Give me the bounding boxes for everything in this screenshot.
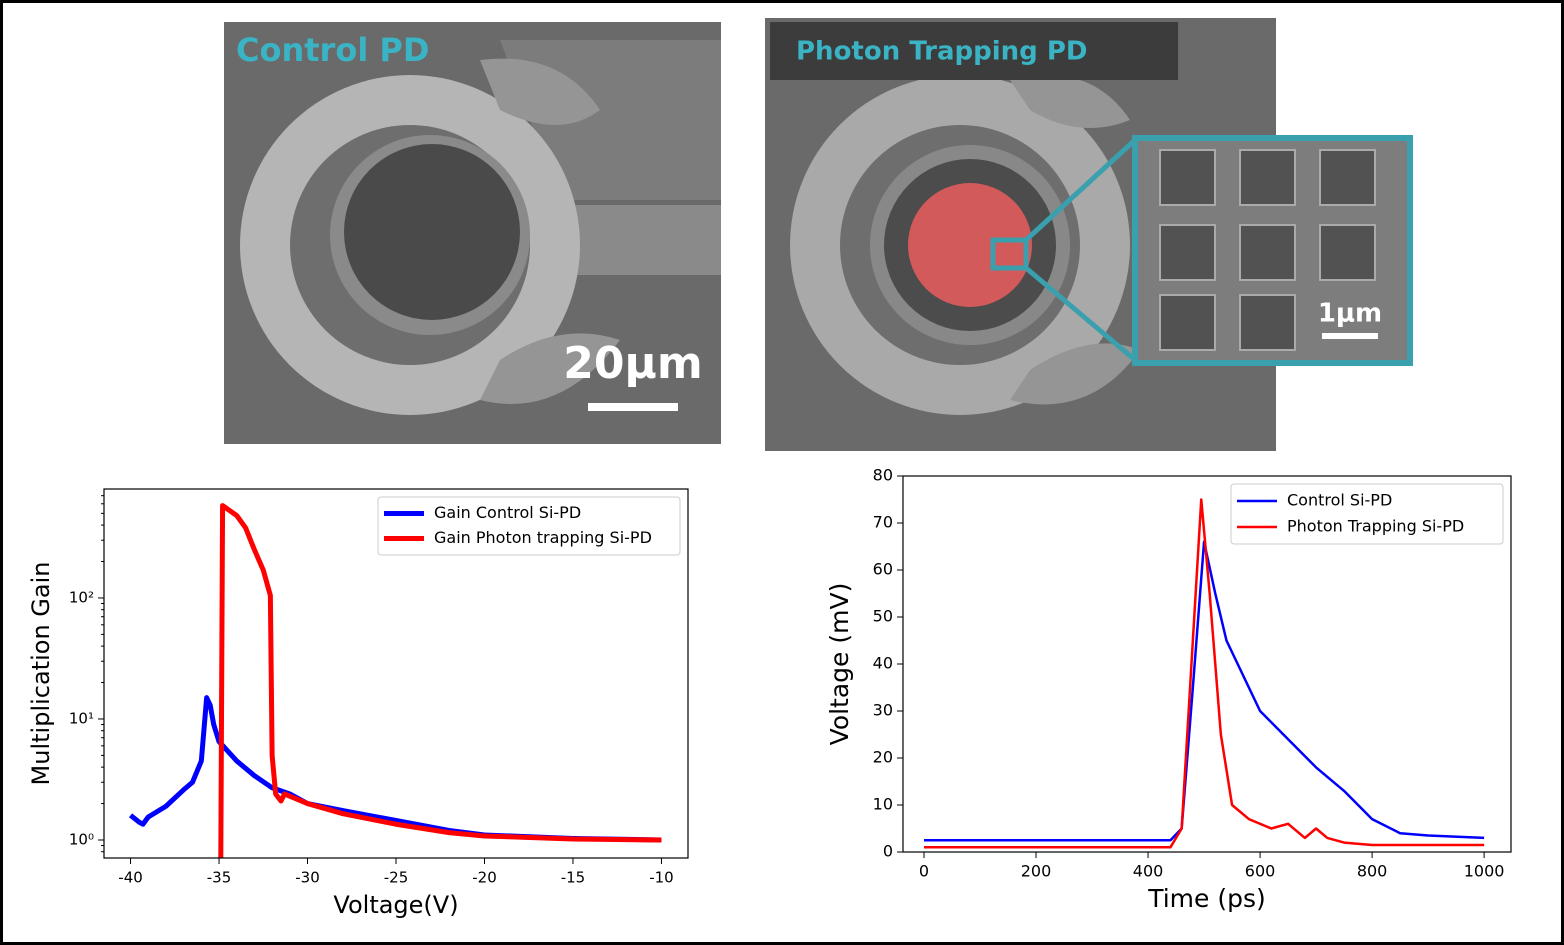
legend-box [1230,483,1504,545]
x-tick-label: -15 [561,869,586,887]
y-tick-label: 40 [873,654,893,673]
y-tick-label: 50 [873,607,893,626]
x-tick-label: -25 [384,869,409,887]
legend-label: Control Si-PD [1287,491,1392,510]
x-tick-label: 600 [1245,862,1276,881]
plot-area [924,498,1485,849]
scale-bar-label: 1μm [1318,299,1382,329]
sem-image-trapping: Photon Trapping PD 1μm [765,18,1413,451]
axes-frame [902,475,1512,853]
y-axis-label: Multiplication Gain [27,562,55,786]
y-tick-label: 60 [873,560,893,579]
x-tick-label: 800 [1357,862,1388,881]
y-tick-label: 10¹ [69,709,94,727]
x-tick-label: -20 [472,869,497,887]
image-label: Control PD [236,31,429,69]
sem-image-control: Control PD 20μm [224,22,721,444]
x-tick-label: -40 [118,869,143,887]
legend-box [377,496,681,556]
x-tick-label: -10 [649,869,674,887]
y-tick-label: 80 [873,466,893,485]
x-tick-label: -35 [207,869,232,887]
y-tick-label: 10² [69,588,94,606]
x-tick-label: -30 [295,869,320,887]
x-tick-label: 400 [1133,862,1164,881]
legend-label: Gain Photon trapping Si-PD [434,528,652,547]
x-axis-label: Time (ps) [1147,884,1266,913]
y-axis-label: Voltage (mV) [825,583,854,746]
y-tick-label: 30 [873,701,893,720]
plot-area [128,503,662,858]
y-tick-label: 10 [873,795,893,814]
chart: 0 200 400 600 800 1000 0 10 20 30 40 50 60 70 80 Time (… [825,466,1512,913]
y-tick-label: 70 [873,513,893,532]
series-line [924,540,1485,842]
x-tick-label: 1000 [1464,862,1505,881]
scale-bar-label: 20μm [563,338,702,389]
y-tick-label: 10⁰ [69,830,94,848]
x-tick-label: 200 [1021,862,1052,881]
legend-label: Gain Control Si-PD [434,503,581,522]
axes-frame [103,488,689,859]
series-line [924,498,1485,849]
series-line [218,503,662,858]
chart: -40 -35 -30 -25 -20 -15 -10 10⁰ 10¹ 10² Voltage(V)… [27,488,689,919]
y-tick-label: 0 [883,842,893,861]
x-axis-label: Voltage(V) [333,891,458,919]
image-label: Photon Trapping PD [796,37,1087,67]
x-tick-label: 0 [919,862,929,881]
y-tick-label: 20 [873,748,893,767]
legend-label: Photon Trapping Si-PD [1287,517,1464,536]
